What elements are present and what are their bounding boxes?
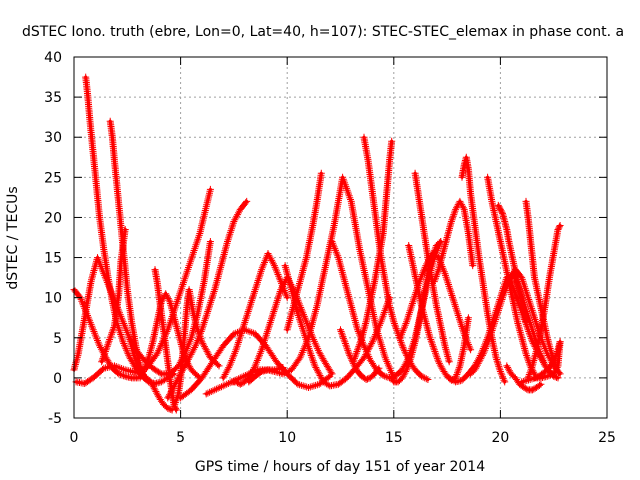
data-series-9 xyxy=(151,266,180,414)
y-tick-label: 0 xyxy=(53,371,62,387)
x-axis-title: GPS time / hours of day 151 of year 2014 xyxy=(195,459,485,475)
x-tick-label: 10 xyxy=(278,430,296,446)
y-axis-title: dSTEC / TECUs xyxy=(5,186,21,289)
data-series-25 xyxy=(405,242,472,384)
y-tick-label: 40 xyxy=(44,50,62,66)
series-markers xyxy=(349,137,396,366)
data-series-18 xyxy=(283,169,325,334)
data-series-22 xyxy=(349,137,396,366)
y-tick-label: 5 xyxy=(53,331,62,347)
x-tick-labels: 0 5 10 15 20 25 xyxy=(70,430,616,446)
x-tick-label: 25 xyxy=(598,430,616,446)
data-series-36 xyxy=(524,222,564,382)
y-tick-label: 30 xyxy=(44,130,62,146)
data-series-16 xyxy=(245,173,398,386)
y-tick-label: -5 xyxy=(48,411,62,427)
data-layer xyxy=(70,73,564,414)
series-markers xyxy=(98,226,129,366)
data-series-38 xyxy=(531,338,564,382)
series-markers xyxy=(219,250,291,382)
series-markers xyxy=(170,286,223,410)
x-tick-label: 5 xyxy=(176,430,185,446)
data-series-23 xyxy=(388,238,445,386)
series-markers xyxy=(430,197,477,286)
axis-ticks xyxy=(73,56,608,419)
series-markers xyxy=(503,362,545,394)
x-tick-label: 20 xyxy=(491,430,509,446)
data-series-11 xyxy=(164,197,251,402)
series-markers xyxy=(531,338,564,382)
series-markers xyxy=(106,117,148,382)
data-series-5 xyxy=(106,117,148,382)
series-markers xyxy=(151,266,180,414)
plot-frame xyxy=(73,56,608,419)
chart-title: dSTEC Iono. truth (ebre, Lon=0, Lat=40, … xyxy=(22,24,624,40)
x-tick-label: 0 xyxy=(70,430,79,446)
series-markers xyxy=(164,197,251,402)
y-tick-label: 15 xyxy=(44,251,62,267)
y-tick-labels: -5 0 5 10 15 20 25 30 35 40 xyxy=(44,50,62,427)
data-series-35 xyxy=(522,197,560,370)
data-series-14 xyxy=(219,250,291,382)
data-series-33 xyxy=(503,362,545,394)
data-series-27 xyxy=(430,197,477,286)
y-tick-label: 20 xyxy=(44,210,62,226)
series-markers xyxy=(522,197,560,370)
y-tick-label: 35 xyxy=(44,90,62,106)
data-series-15 xyxy=(228,274,336,388)
data-series-6 xyxy=(98,226,129,366)
x-tick-label: 15 xyxy=(385,430,403,446)
data-series-24 xyxy=(396,250,475,354)
y-tick-label: 25 xyxy=(44,170,62,186)
series-markers xyxy=(283,169,325,334)
y-tick-label: 10 xyxy=(44,291,62,307)
series-markers xyxy=(396,250,475,354)
